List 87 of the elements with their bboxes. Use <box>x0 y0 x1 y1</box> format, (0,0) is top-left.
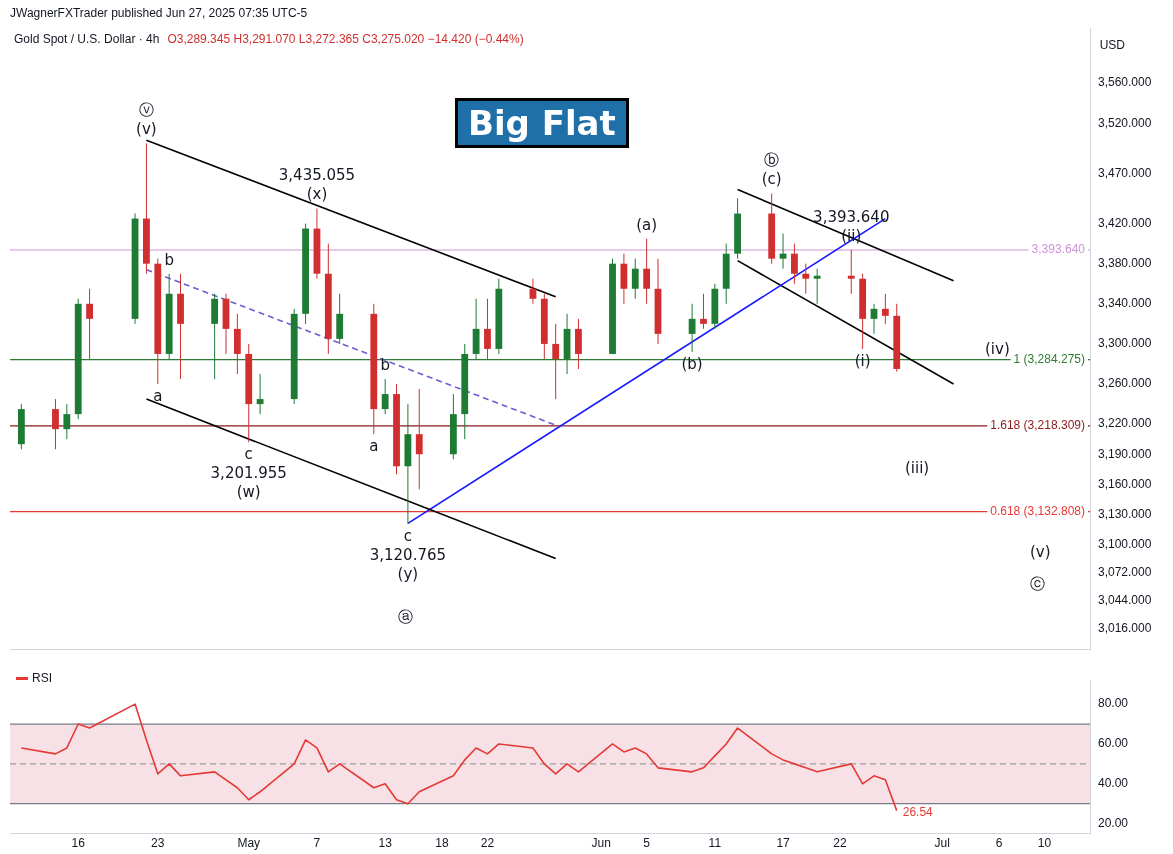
annotation: (iv) <box>985 340 1010 358</box>
data-label: 26.54 <box>902 804 934 819</box>
x-tick-label: 18 <box>435 836 449 851</box>
x-tick-label: Jun <box>591 836 611 851</box>
annotation: ⓒ <box>1030 575 1045 594</box>
chart-subtitle: O3,289.345 H3,291.070 L3,272.365 C3,275.020 −14.420 (−0.44%) <box>167 32 524 46</box>
annotation: ⓥ <box>138 101 154 120</box>
candlestick <box>256 373 264 415</box>
x-tick-label: 22 <box>833 836 847 851</box>
y-tick-label: 3,130.000 <box>1098 506 1152 521</box>
y-tick-label: 3,100.000 <box>1098 536 1152 551</box>
y-tick-label: 20.00 <box>1098 815 1129 830</box>
legend-label: RSI <box>32 671 53 685</box>
x-tick-label: 7 <box>313 836 321 851</box>
annotation: (iii) <box>905 459 930 477</box>
annotation: c <box>403 526 413 545</box>
candlestick <box>700 293 707 330</box>
y-tick-label: 80.00 <box>1098 696 1129 711</box>
x-tick-label: 10 <box>1037 836 1052 851</box>
candlestick <box>415 388 423 490</box>
y-tick-label: 3,520.000 <box>1098 115 1152 130</box>
x-tick-label: 22 <box>480 836 495 851</box>
y-axis-title: USD <box>1099 38 1125 52</box>
ref-line-label: 1 (3,284.275) <box>1013 352 1085 366</box>
candlestick <box>643 238 651 305</box>
candlestick <box>381 378 389 415</box>
y-tick-label: 3,340.000 <box>1098 296 1152 311</box>
annotation: b <box>380 355 390 374</box>
y-tick-label: 3,260.000 <box>1098 376 1152 391</box>
y-tick-label: 40.00 <box>1098 776 1129 791</box>
candlestick <box>552 323 560 400</box>
annotation: c <box>244 445 253 464</box>
candlestick <box>688 303 696 353</box>
candlestick <box>52 398 59 450</box>
annotation: (y) <box>397 564 419 583</box>
annotation: Big Flat <box>455 98 629 148</box>
annotation: (a) <box>636 215 658 234</box>
y-tick-label: 3,380.000 <box>1098 255 1152 270</box>
y-tick-label: 3,420.000 <box>1098 215 1152 230</box>
annotation: (b) <box>681 354 703 373</box>
annotation: b <box>164 250 174 269</box>
x-tick-label: 16 <box>71 836 86 851</box>
x-tick-label: 23 <box>151 836 165 851</box>
annotation: (v) <box>1030 543 1051 561</box>
text: JWagnerFXTrader published Jun 27, 2025 07:35 UTC-5 <box>10 6 308 20</box>
annotation: (v) <box>136 120 157 139</box>
candlestick <box>847 249 855 295</box>
candlestick <box>86 288 93 360</box>
ref-line-label: 3,393.640 <box>1031 242 1086 257</box>
candlestick <box>802 263 810 295</box>
annotation: (w) <box>236 483 261 502</box>
candlestick <box>881 293 889 325</box>
candlestick <box>813 268 821 305</box>
annotation: 3,201.955 <box>210 464 287 483</box>
annotation: a <box>369 437 379 456</box>
y-tick-label: 3,300.000 <box>1098 336 1152 351</box>
y-tick-label: 3,044.000 <box>1098 592 1152 607</box>
x-tick-label: 11 <box>708 836 722 851</box>
y-tick-label: 60.00 <box>1098 736 1129 751</box>
x-tick-label: 6 <box>995 836 1003 851</box>
y-tick-label: 3,072.000 <box>1098 564 1152 579</box>
x-tick-label: May <box>237 836 261 851</box>
y-tick-label: 3,190.000 <box>1098 446 1152 461</box>
y-tick-label: 3,220.000 <box>1098 416 1152 431</box>
ref-line-label: 0.618 (3,132.808) <box>990 503 1085 518</box>
candlestick <box>631 258 639 300</box>
chart-title: Gold Spot / U.S. Dollar · 4h <box>14 32 160 46</box>
annotation: 3,435.055 <box>278 166 356 185</box>
annotation: (c) <box>761 170 782 189</box>
candlestick <box>791 243 798 285</box>
x-tick-label: Jul <box>934 836 950 851</box>
x-tick-label: 13 <box>378 836 393 851</box>
annotation: 3,120.765 <box>369 545 447 564</box>
ref-line-label: 1.618 (3,218.309) <box>990 418 1085 433</box>
candlestick <box>63 403 71 440</box>
annotation: a <box>153 386 163 405</box>
annotation: (x) <box>306 185 328 204</box>
annotation: ⓐ <box>398 608 413 627</box>
x-tick-label: 17 <box>776 836 791 851</box>
y-tick-label: 3,160.000 <box>1098 476 1152 491</box>
annotation: 3,393.640 <box>813 207 890 226</box>
y-tick-label: 3,560.000 <box>1098 75 1152 90</box>
candlestick <box>484 298 491 360</box>
annotation: ⓑ <box>764 151 780 170</box>
x-tick-label: 5 <box>643 836 651 851</box>
y-tick-label: 3,470.000 <box>1098 165 1152 180</box>
y-tick-label: 3,016.000 <box>1098 621 1152 636</box>
